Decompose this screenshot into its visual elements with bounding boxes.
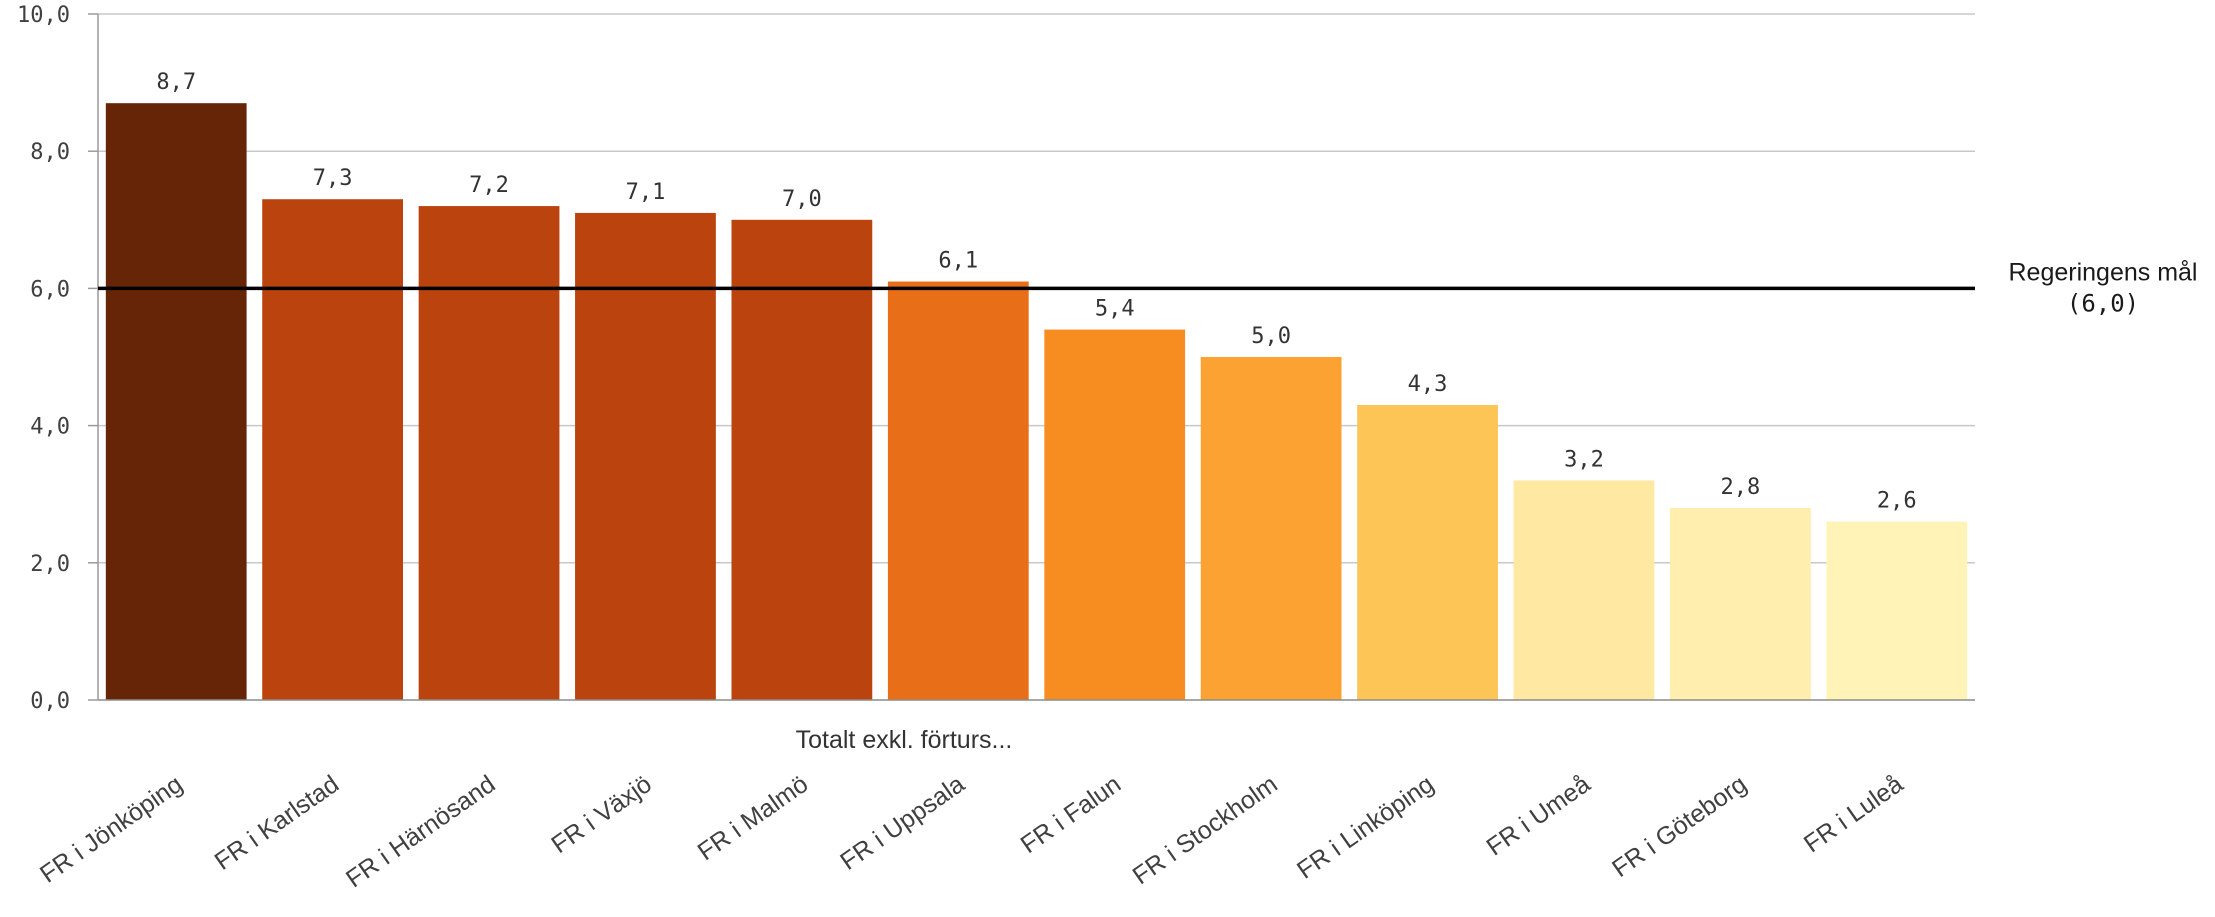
x-tick-label: FR i Härnösand <box>341 770 500 893</box>
y-axis-ticks: 0,0 2,0 4,0 6,0 8,0 10,0 <box>17 3 98 714</box>
bar[interactable] <box>575 212 716 700</box>
x-tick-label: FR i Växjö <box>546 770 657 859</box>
bar[interactable] <box>731 219 873 701</box>
bar-value-label: 2,8 <box>1721 475 1761 500</box>
bar[interactable] <box>1200 357 1342 700</box>
bar[interactable] <box>1669 507 1811 700</box>
x-tick-label: FR i Stockholm <box>1128 770 1283 890</box>
x-tick-label: FR i Jönköping <box>35 770 188 889</box>
x-tick-label: FR i Umeå <box>1481 770 1595 862</box>
bar-value-label: 4,3 <box>1408 372 1448 397</box>
bar-value-label: 7,2 <box>469 173 509 198</box>
bar[interactable] <box>105 103 247 701</box>
bars <box>105 103 1968 701</box>
y-tick-label: 6,0 <box>30 277 70 302</box>
y-tick-label: 8,0 <box>30 140 70 165</box>
bar-value-label: 7,0 <box>782 187 822 212</box>
reference-line-value: (6,0) <box>2067 289 2139 317</box>
data-labels: 8,7 7,3 7,2 7,1 7,0 6,1 5,4 5,0 4,3 3,2 2,8 2,6 <box>156 70 1916 513</box>
reference-line-label: Regeringens mål <box>2009 258 2198 286</box>
y-tick-label: 10,0 <box>17 3 70 28</box>
bar-value-label: 8,7 <box>156 70 196 95</box>
bar-value-label: 7,1 <box>626 180 666 205</box>
bar-value-label: 7,3 <box>313 166 353 191</box>
bar[interactable] <box>262 199 404 700</box>
x-axis-title: Totalt exkl. förturs... <box>796 726 1013 754</box>
x-tick-label: FR i Göteborg <box>1607 770 1752 883</box>
bar-value-label: 3,2 <box>1564 447 1604 472</box>
y-tick-label: 4,0 <box>30 415 70 440</box>
x-tick-label: FR i Luleå <box>1799 770 1908 858</box>
bar-value-label: 5,4 <box>1095 297 1135 322</box>
x-tick-label: FR i Falun <box>1016 770 1127 859</box>
y-tick-label: 0,0 <box>30 689 70 714</box>
x-tick-label: FR i Malmö <box>693 770 814 866</box>
bar-value-label: 6,1 <box>938 249 978 274</box>
bar-value-label: 2,6 <box>1877 489 1917 514</box>
y-tick-label: 2,0 <box>30 552 70 577</box>
x-tick-label: FR i Karlstad <box>210 770 344 876</box>
bar[interactable] <box>1357 405 1498 700</box>
bar[interactable] <box>1826 521 1968 700</box>
bar[interactable] <box>1513 480 1655 700</box>
bar[interactable] <box>418 206 560 700</box>
x-tick-label: FR i Linköping <box>1292 770 1439 885</box>
x-tick-label: FR i Uppsala <box>835 770 970 876</box>
bar-value-label: 5,0 <box>1251 324 1291 349</box>
bar[interactable] <box>887 281 1029 700</box>
bar[interactable] <box>1044 329 1186 700</box>
